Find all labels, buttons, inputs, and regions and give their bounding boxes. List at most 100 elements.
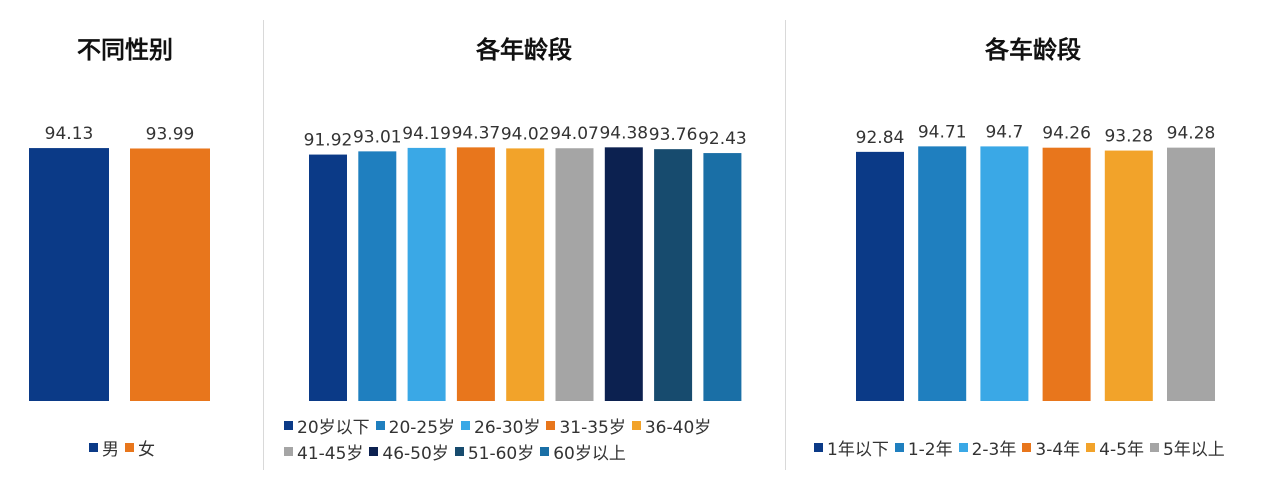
legend-swatch [375,420,385,430]
legend-label: 20-25岁 [388,417,456,438]
legend-item: 1-2年 [894,435,953,460]
legend-label: 4-5年 [1099,439,1144,460]
data-label: 94.38 [599,123,648,143]
legend-swatch [1149,442,1159,452]
chart-legend: 男女 [0,434,250,460]
legend-label: 男 [102,439,119,460]
legend-label: 60岁以上 [553,443,626,464]
chart-legend: 1年以下 1-2年 2-3年 3-4年 4-5年 5年以上 [814,434,1280,460]
bar-1 [856,151,904,401]
legend-swatch [814,442,823,452]
data-label: 94.26 [1042,124,1091,144]
data-label: 94.71 [918,122,967,142]
legend-item: 3-4年 [1022,435,1080,460]
legend-item: 31-35岁 [546,413,626,438]
bar-5 [506,148,545,401]
legend-label: 41-45岁 [297,443,364,464]
bar-2 [918,146,967,401]
gender-chart-svg: 94.13 93.99 [29,124,210,401]
legend-label: 20岁以下 [297,417,370,438]
legend-swatch [125,442,134,452]
data-label: 92.43 [698,129,747,149]
panel-divider [263,20,264,470]
legend-swatch [284,420,293,430]
data-label: 92.84 [856,128,905,148]
legend-swatch [1086,442,1096,452]
data-label: 93.28 [1104,127,1153,147]
legend-swatch [540,446,550,456]
legend-swatch [284,446,293,456]
legend-item: 46-50岁 [369,439,449,464]
legend-row: 41-45岁 46-50岁 51-60岁 60岁以上 [284,438,784,464]
legend-label: 26-30岁 [474,417,541,438]
bar-2 [130,148,210,401]
legend-item: 20-25岁 [375,413,456,438]
bar-9 [703,153,742,401]
bar-3 [980,146,1029,401]
data-label: 93.76 [649,125,698,145]
legend-label: 46-50岁 [382,443,449,464]
gender-chart-panel: 不同性别 94.13 93.99 男女 [0,0,250,485]
legend-item: 女 [125,435,155,460]
legend-item: 4-5年 [1086,435,1144,460]
legend-item: 60岁以上 [540,439,626,464]
legend-swatch [958,442,968,452]
legend-swatch [894,442,904,452]
vehicle-age-chart-svg: 92.84 94.71 94.7 94.26 93.28 94.28 [856,122,1216,401]
legend-item: 男 [89,435,119,460]
legend-row: 20岁以下 20-25岁 26-30岁 31-35岁 36-40岁 [284,412,784,438]
bar-8 [654,149,693,401]
bar-1 [309,154,347,401]
legend-label: 1-2年 [907,439,953,460]
chart-title: 各车龄段 [985,36,1081,64]
bar-7 [604,147,643,401]
legend-swatch [454,446,464,456]
legend-item: 2-3年 [958,435,1017,460]
legend-label: 31-35岁 [559,417,626,438]
bar-1 [29,148,109,401]
legend-swatch [369,446,379,456]
legend-item: 36-40岁 [631,413,712,438]
bar-4 [1042,147,1091,401]
data-label: 93.99 [146,124,195,144]
chart-legend: 20岁以下 20-25岁 26-30岁 31-35岁 36-40岁 41-45岁 46-50… [284,412,784,464]
legend-swatch [89,442,98,452]
bar-2 [358,151,397,401]
legend-swatch [1022,442,1032,452]
data-label: 94.19 [402,124,451,144]
legend-label: 1年以下 [827,439,889,460]
age-chart-svg: 91.92 93.01 94.19 94.37 94.02 94.07 94.38 93.76… [304,123,747,401]
bar-6 [555,148,594,401]
bar-6 [1167,147,1215,401]
legend-swatch [631,420,641,430]
chart-title: 不同性别 [77,36,173,64]
legend-row: 1年以下 1-2年 2-3年 3-4年 4-5年 5年以上 [814,434,1280,460]
legend-item: 20岁以下 [284,413,370,438]
legend-item: 5年以上 [1149,435,1225,460]
legend-label: 5年以上 [1162,439,1225,460]
data-label: 94.37 [452,123,501,143]
data-label: 94.7 [985,122,1023,142]
data-label: 94.28 [1167,124,1216,144]
legend-item: 51-60岁 [454,439,535,464]
data-label: 94.07 [550,124,599,144]
age-chart-panel: 各年龄段 91.92 93.01 94.19 94.37 94.02 94.07 94.38… [264,0,784,485]
legend-label: 51-60岁 [467,443,535,464]
legend-label: 女 [138,439,155,460]
legend-swatch [546,420,556,430]
legend-label: 3-4年 [1035,439,1081,460]
vehicle-age-chart-panel: 各车龄段 92.84 94.71 94.7 94.26 93.28 94.28 1年以下 1… [786,0,1280,485]
legend-item: 1年以下 [814,435,889,460]
chart-title: 各年龄段 [476,36,572,64]
data-label: 91.92 [304,131,353,151]
bar-3 [407,147,446,401]
legend-item: 26-30岁 [461,413,540,438]
legend-label: 2-3年 [971,439,1017,460]
data-label: 93.01 [353,127,402,147]
bar-5 [1104,150,1153,401]
legend-label: 36-40岁 [644,417,712,438]
legend-swatch [461,420,471,430]
data-label: 94.13 [45,124,94,144]
bar-4 [456,147,495,401]
panel-divider [785,20,786,470]
